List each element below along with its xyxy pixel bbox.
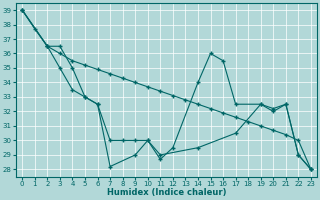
X-axis label: Humidex (Indice chaleur): Humidex (Indice chaleur) [107,188,226,197]
